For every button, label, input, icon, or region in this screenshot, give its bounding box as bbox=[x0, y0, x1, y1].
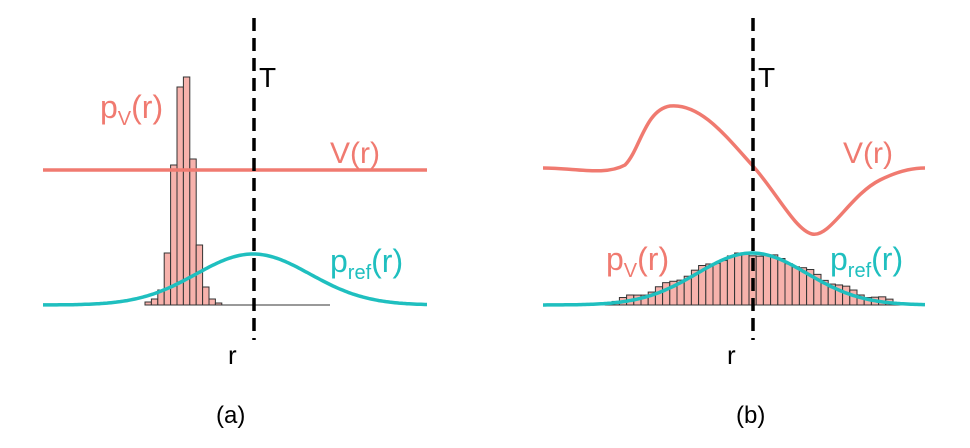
pref-label-a: pref(r) bbox=[330, 243, 403, 284]
histogram-a-bar bbox=[208, 298, 216, 306]
reference-distribution-curve-a bbox=[43, 252, 427, 307]
histogram-a-bar bbox=[176, 86, 184, 306]
threshold-label-a: T bbox=[259, 62, 276, 93]
pV-label-sub-b: V bbox=[624, 260, 638, 282]
histogram-b-bar bbox=[741, 253, 750, 306]
pref-label-sub-b: ref bbox=[848, 260, 872, 282]
V-label-b: V(r) bbox=[843, 137, 893, 170]
histogram-b-bar bbox=[654, 286, 664, 306]
pV-label-arg-b: (r) bbox=[637, 241, 669, 277]
panel-b: T V(r) pV(r) pref(r) r (b) bbox=[542, 18, 926, 429]
histogram-b-bar bbox=[705, 263, 714, 306]
pV-label-sub-a: V bbox=[118, 108, 132, 130]
pref-label-main-a: p bbox=[330, 243, 348, 279]
reference-distribution-curve-b bbox=[543, 251, 925, 307]
pref-label-main-b: p bbox=[830, 241, 848, 277]
histogram-b-bar bbox=[784, 263, 793, 306]
pV-label-arg-a: (r) bbox=[131, 89, 163, 125]
histogram-b-bar bbox=[712, 262, 721, 306]
histogram-b-bar bbox=[662, 282, 671, 306]
pV-label-b: pV(r) bbox=[606, 241, 669, 282]
histogram-b-bar bbox=[791, 266, 800, 306]
histogram-b-bar bbox=[719, 260, 728, 306]
pV-label-main-b: p bbox=[606, 241, 624, 277]
caption-a: (a) bbox=[216, 402, 245, 429]
histogram-a-bar bbox=[150, 298, 159, 306]
panel-a: T pV(r) V(r) pref(r) r (a) bbox=[43, 18, 427, 429]
histogram-b-bar bbox=[777, 258, 786, 306]
r-axis-label-a: r bbox=[228, 340, 237, 370]
histogram-b-bar bbox=[755, 255, 764, 306]
histogram-b-bar bbox=[762, 254, 772, 306]
caption-b: (b) bbox=[736, 402, 765, 429]
histogram-a-bar bbox=[144, 301, 152, 306]
pref-label-arg-a: (r) bbox=[371, 243, 403, 279]
histogram-a-bar bbox=[163, 252, 172, 306]
histogram-a-bar bbox=[182, 76, 191, 306]
V-label-a: V(r) bbox=[330, 137, 380, 170]
potential-curve-b bbox=[542, 104, 926, 236]
pref-label-sub-a: ref bbox=[348, 262, 372, 284]
histogram-a-bar bbox=[202, 286, 210, 306]
pref-label-b: pref(r) bbox=[830, 241, 903, 282]
pV-label-main-a: p bbox=[100, 89, 118, 125]
pV-label-a: pV(r) bbox=[100, 89, 163, 130]
histogram-b-bar bbox=[734, 252, 743, 306]
histogram-b-bar bbox=[726, 255, 736, 306]
histogram-b-bar bbox=[770, 254, 779, 306]
histogram-a-bar bbox=[189, 158, 197, 306]
pref-label-arg-b: (r) bbox=[871, 241, 903, 277]
r-axis-label-b: r bbox=[727, 340, 736, 370]
threshold-label-b: T bbox=[758, 62, 775, 93]
